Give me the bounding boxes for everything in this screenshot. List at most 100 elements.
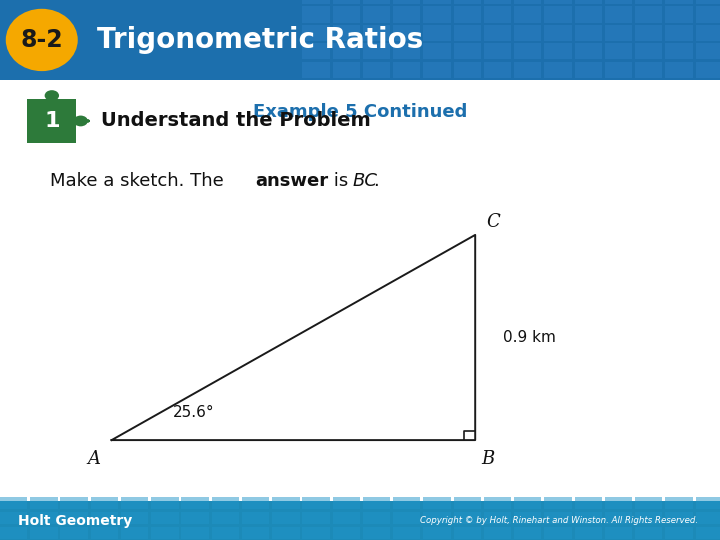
FancyBboxPatch shape xyxy=(30,497,58,509)
Text: Trigonometric Ratios: Trigonometric Ratios xyxy=(97,26,423,54)
FancyBboxPatch shape xyxy=(363,527,390,539)
FancyBboxPatch shape xyxy=(605,6,632,23)
FancyBboxPatch shape xyxy=(514,527,541,539)
FancyBboxPatch shape xyxy=(454,512,481,524)
FancyBboxPatch shape xyxy=(696,62,720,78)
FancyBboxPatch shape xyxy=(514,25,541,41)
FancyBboxPatch shape xyxy=(514,62,541,78)
FancyBboxPatch shape xyxy=(454,25,481,41)
FancyBboxPatch shape xyxy=(272,512,300,524)
FancyBboxPatch shape xyxy=(363,25,390,41)
FancyBboxPatch shape xyxy=(454,6,481,23)
FancyBboxPatch shape xyxy=(302,25,330,41)
FancyBboxPatch shape xyxy=(575,497,602,509)
FancyBboxPatch shape xyxy=(181,497,209,509)
FancyBboxPatch shape xyxy=(575,6,602,23)
FancyBboxPatch shape xyxy=(696,0,720,4)
Text: 1: 1 xyxy=(44,111,60,131)
FancyBboxPatch shape xyxy=(0,497,27,509)
Text: Copyright © by Holt, Rinehart and Winston. All Rights Reserved.: Copyright © by Holt, Rinehart and Winsto… xyxy=(420,516,698,525)
FancyBboxPatch shape xyxy=(423,62,451,78)
FancyBboxPatch shape xyxy=(665,25,693,41)
FancyBboxPatch shape xyxy=(696,527,720,539)
Text: B: B xyxy=(481,450,494,468)
FancyBboxPatch shape xyxy=(484,62,511,78)
FancyBboxPatch shape xyxy=(272,497,300,509)
FancyBboxPatch shape xyxy=(423,527,451,539)
FancyBboxPatch shape xyxy=(454,527,481,539)
FancyBboxPatch shape xyxy=(484,0,511,4)
FancyBboxPatch shape xyxy=(454,0,481,4)
FancyBboxPatch shape xyxy=(302,497,330,509)
Ellipse shape xyxy=(73,116,88,126)
FancyBboxPatch shape xyxy=(333,43,360,59)
Text: Understand the Problem: Understand the Problem xyxy=(101,111,371,131)
FancyBboxPatch shape xyxy=(333,512,360,524)
FancyBboxPatch shape xyxy=(393,43,420,59)
Text: A: A xyxy=(88,450,101,468)
Text: 8-2: 8-2 xyxy=(20,28,63,52)
FancyBboxPatch shape xyxy=(575,512,602,524)
FancyBboxPatch shape xyxy=(514,497,541,509)
FancyBboxPatch shape xyxy=(272,527,300,539)
Ellipse shape xyxy=(6,9,78,71)
FancyBboxPatch shape xyxy=(514,6,541,23)
FancyBboxPatch shape xyxy=(514,0,541,4)
FancyBboxPatch shape xyxy=(333,0,360,4)
FancyBboxPatch shape xyxy=(60,512,88,524)
Text: 0.9 km: 0.9 km xyxy=(503,330,555,345)
FancyBboxPatch shape xyxy=(151,527,179,539)
FancyBboxPatch shape xyxy=(0,501,720,540)
FancyBboxPatch shape xyxy=(484,497,511,509)
FancyBboxPatch shape xyxy=(363,62,390,78)
FancyBboxPatch shape xyxy=(665,527,693,539)
Text: Make a sketch. The: Make a sketch. The xyxy=(50,172,230,190)
FancyBboxPatch shape xyxy=(302,527,330,539)
FancyBboxPatch shape xyxy=(665,497,693,509)
FancyBboxPatch shape xyxy=(696,43,720,59)
FancyBboxPatch shape xyxy=(242,527,269,539)
FancyBboxPatch shape xyxy=(91,497,118,509)
FancyBboxPatch shape xyxy=(484,6,511,23)
FancyBboxPatch shape xyxy=(635,6,662,23)
FancyBboxPatch shape xyxy=(302,512,330,524)
FancyBboxPatch shape xyxy=(575,527,602,539)
FancyBboxPatch shape xyxy=(151,512,179,524)
FancyBboxPatch shape xyxy=(363,6,390,23)
FancyBboxPatch shape xyxy=(696,25,720,41)
FancyBboxPatch shape xyxy=(484,43,511,59)
FancyBboxPatch shape xyxy=(544,497,572,509)
FancyBboxPatch shape xyxy=(302,0,330,4)
FancyBboxPatch shape xyxy=(605,0,632,4)
FancyBboxPatch shape xyxy=(393,6,420,23)
FancyBboxPatch shape xyxy=(393,0,420,4)
FancyBboxPatch shape xyxy=(575,0,602,4)
FancyBboxPatch shape xyxy=(423,6,451,23)
FancyBboxPatch shape xyxy=(121,512,148,524)
FancyBboxPatch shape xyxy=(212,512,239,524)
FancyBboxPatch shape xyxy=(696,497,720,509)
FancyBboxPatch shape xyxy=(605,43,632,59)
FancyBboxPatch shape xyxy=(575,25,602,41)
FancyBboxPatch shape xyxy=(242,512,269,524)
FancyBboxPatch shape xyxy=(60,497,88,509)
FancyBboxPatch shape xyxy=(363,0,390,4)
FancyBboxPatch shape xyxy=(454,62,481,78)
Text: answer: answer xyxy=(256,172,329,190)
FancyBboxPatch shape xyxy=(635,512,662,524)
FancyBboxPatch shape xyxy=(212,497,239,509)
FancyBboxPatch shape xyxy=(393,527,420,539)
FancyBboxPatch shape xyxy=(665,512,693,524)
FancyBboxPatch shape xyxy=(605,512,632,524)
Text: is: is xyxy=(328,172,354,190)
Text: 25.6°: 25.6° xyxy=(173,404,215,420)
FancyBboxPatch shape xyxy=(0,512,27,524)
FancyBboxPatch shape xyxy=(605,25,632,41)
FancyBboxPatch shape xyxy=(423,512,451,524)
FancyBboxPatch shape xyxy=(544,25,572,41)
FancyBboxPatch shape xyxy=(544,6,572,23)
FancyBboxPatch shape xyxy=(454,497,481,509)
FancyBboxPatch shape xyxy=(27,99,76,143)
FancyBboxPatch shape xyxy=(423,43,451,59)
Text: BC: BC xyxy=(353,172,378,190)
